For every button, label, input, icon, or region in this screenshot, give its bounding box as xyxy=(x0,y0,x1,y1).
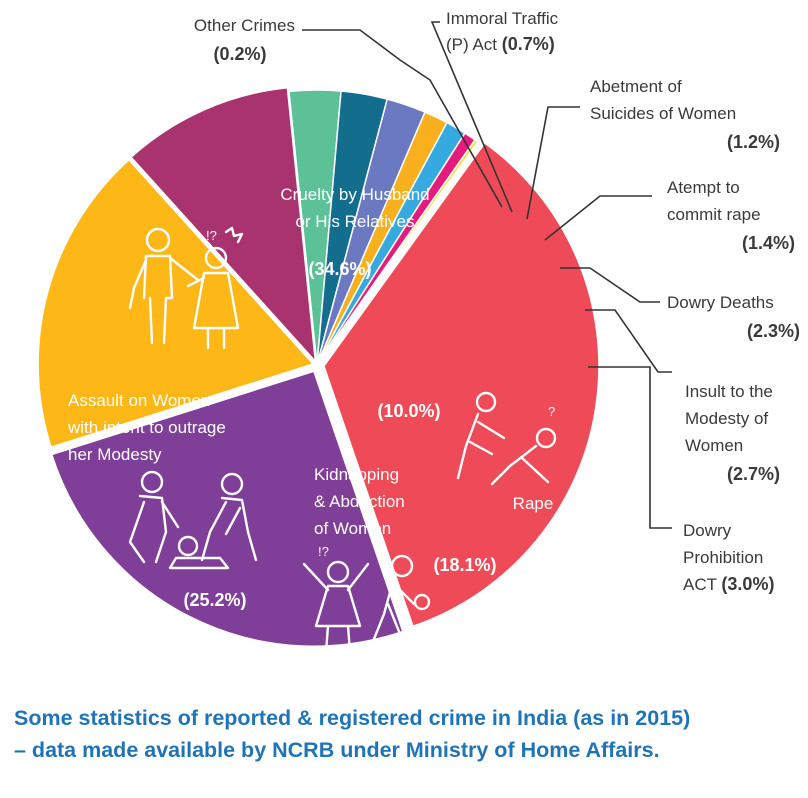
slice-percent: (25.2%) xyxy=(183,590,246,610)
kidnapping-illustration-icon: !? xyxy=(302,544,431,656)
slice-percent: (10.0%) xyxy=(377,401,440,421)
slice-label: Insult to the xyxy=(685,382,773,401)
caption-line-2: – data made available by NCRB under Mini… xyxy=(14,738,660,762)
slice-percent: (18.1%) xyxy=(433,555,496,575)
leader-line xyxy=(430,21,513,213)
leader-line xyxy=(588,366,672,529)
leader-line xyxy=(560,267,660,303)
illustrations: !? !? xyxy=(128,226,557,656)
slice-label: her Modesty xyxy=(68,445,162,464)
assault-illustration-icon xyxy=(128,470,258,570)
slice-percent: (1.4%) xyxy=(742,233,795,253)
slice-percent: (2.3%) xyxy=(747,321,800,341)
svg-text:!?: !? xyxy=(318,544,329,559)
slice-label: (P) Act (0.7%) xyxy=(446,34,555,54)
slice-percent: (0.2%) xyxy=(213,44,266,64)
rape-illustration-icon: ? xyxy=(456,391,557,486)
slice-label: Dowry Deaths xyxy=(667,293,774,312)
slice-label: of Women xyxy=(314,519,391,538)
slice-label: or His Relatives xyxy=(295,212,414,231)
pie-chart: !? !? xyxy=(37,9,801,656)
pie-slice xyxy=(37,158,315,449)
slice-label: Women xyxy=(685,436,743,455)
slice-label: commit rape xyxy=(667,205,761,224)
slice-label: Cruelty by Husband xyxy=(280,185,429,204)
slice-label: ACT (3.0%) xyxy=(683,574,774,594)
slice-label: Other Crimes xyxy=(194,16,295,35)
leader-lines xyxy=(302,21,672,529)
leader-line xyxy=(526,106,580,220)
pie-slices xyxy=(37,86,600,647)
slice-label: Dowry xyxy=(683,521,732,540)
caption-line-1: Some statistics of reported & registered… xyxy=(14,706,691,730)
slice-label: Prohibition xyxy=(683,548,763,567)
pie-slice xyxy=(130,86,317,364)
slice-percent: (3.0%) xyxy=(721,574,774,594)
svg-text:!?: !? xyxy=(206,228,217,243)
slice-label: Kidnapping xyxy=(314,465,399,484)
svg-text:?: ? xyxy=(548,404,555,419)
cruelty-illustration-icon: !? xyxy=(128,226,244,350)
slice-percent: (0.7%) xyxy=(502,34,555,54)
slice-label: Modesty of xyxy=(685,409,768,428)
leader-line xyxy=(302,29,503,208)
slice-percent: (2.7%) xyxy=(727,464,780,484)
leader-line xyxy=(544,195,652,241)
chart-caption: Some statistics of reported & registered… xyxy=(14,702,804,766)
slice-label: Suicides of Women xyxy=(590,104,736,123)
slice-label: & Abduction xyxy=(314,492,405,511)
slice-label: Assault on Women xyxy=(68,391,210,410)
leader-line xyxy=(585,309,672,373)
slice-label: Atempt to xyxy=(667,178,740,197)
slice-percent: (34.6%) xyxy=(308,259,371,279)
slice-label: Abetment of xyxy=(590,77,682,96)
pie-slice xyxy=(323,141,600,628)
slice-percent: (1.2%) xyxy=(727,132,780,152)
slice-label: with intent to outrage xyxy=(67,418,226,437)
slice-label: Immoral Traffic xyxy=(446,9,559,28)
slice-labels: Cruelty by Husband or His Relatives (34.6%… xyxy=(67,9,800,610)
pie-slice xyxy=(316,138,479,366)
slice-label: Rape xyxy=(513,494,554,513)
